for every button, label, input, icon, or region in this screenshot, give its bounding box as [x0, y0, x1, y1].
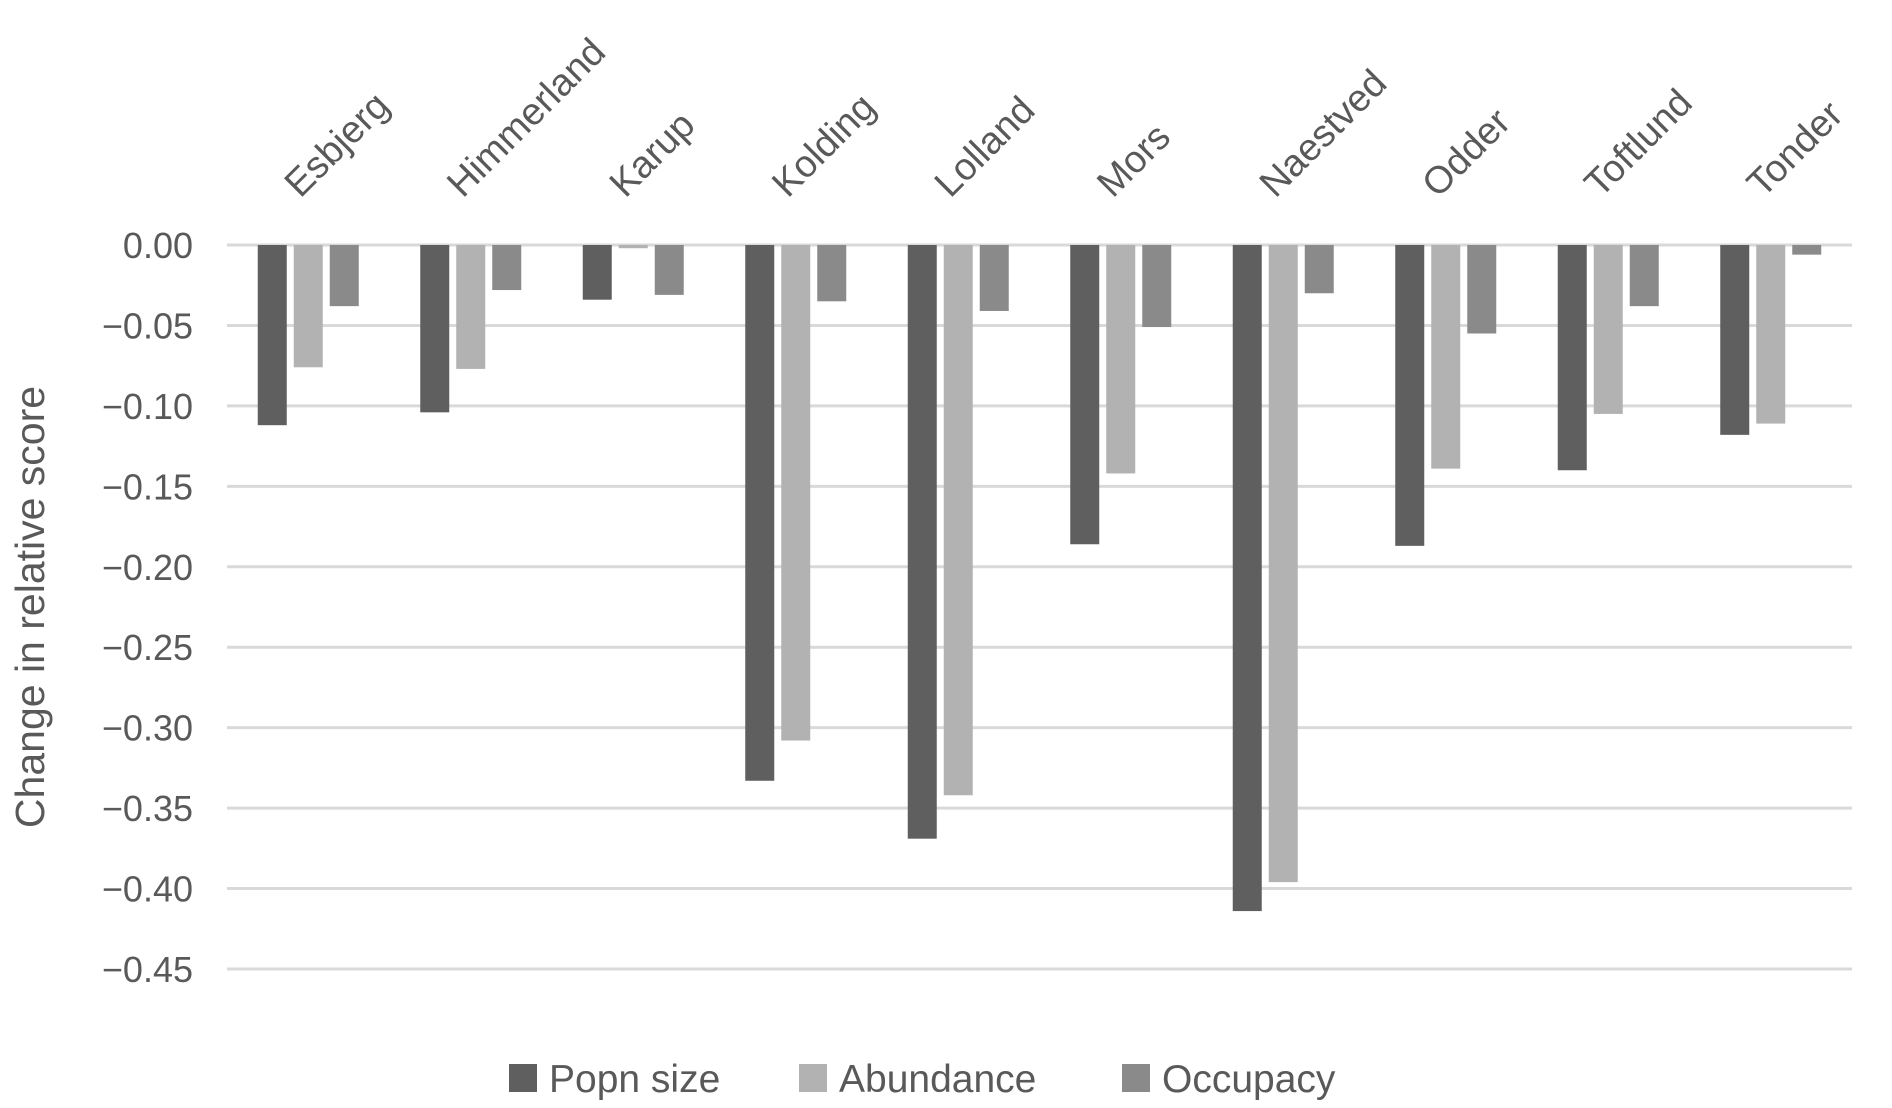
bar-tonder-occupacy: [1792, 245, 1822, 255]
legend-swatch: [509, 1064, 537, 1092]
bar-esbjerg-popn-size: [257, 245, 287, 426]
category-label: Kolding: [764, 86, 883, 205]
bar-naestved-popn-size: [1232, 245, 1262, 912]
bar-toftlund-occupacy: [1629, 245, 1659, 307]
bar-himmerland-occupacy: [492, 245, 522, 291]
bar-himmerland-popn-size: [420, 245, 450, 413]
category-label: Esbjerg: [277, 85, 398, 206]
legend-label: Abundance: [839, 1058, 1036, 1101]
category-label: Tonder: [1739, 93, 1851, 205]
category-label: Lolland: [927, 89, 1043, 205]
y-tick-label: −0.20: [102, 547, 193, 588]
y-tick-label: −0.05: [102, 305, 193, 346]
y-tick-label: −0.10: [102, 386, 193, 427]
bar-esbjerg-occupacy: [329, 245, 359, 307]
bar-esbjerg-abundance: [293, 245, 323, 368]
y-tick-label: −0.35: [102, 788, 193, 829]
legend-label: Occupacy: [1162, 1058, 1336, 1101]
category-label: Odder: [1414, 101, 1519, 206]
legend: Popn size Abundance Occupacy: [509, 1058, 1336, 1101]
bar-mors-abundance: [1106, 245, 1136, 474]
category-label: Mors: [1089, 116, 1178, 205]
bar-lolland-abundance: [943, 245, 973, 796]
bar-kolding-occupacy: [817, 245, 847, 302]
bar-karup-abundance: [618, 245, 648, 249]
category-label: Naestved: [1252, 62, 1395, 205]
y-tick-label: 0.00: [123, 225, 193, 266]
y-tick-label: −0.40: [102, 869, 193, 910]
bar-lolland-occupacy: [979, 245, 1009, 311]
legend-label: Popn size: [549, 1058, 720, 1101]
bar-toftlund-abundance: [1593, 245, 1623, 414]
bar-lolland-popn-size: [907, 245, 937, 839]
bar-naestved-occupacy: [1304, 245, 1334, 294]
y-axis-title: Change in relative score: [7, 386, 53, 828]
bar-karup-occupacy: [654, 245, 684, 295]
bars: [257, 245, 1822, 912]
y-tick-label: −0.25: [102, 627, 193, 668]
bar-himmerland-abundance: [456, 245, 486, 369]
gridlines: [227, 243, 1852, 971]
bar-odder-abundance: [1431, 245, 1461, 469]
category-label: Toftlund: [1577, 82, 1701, 206]
bar-karup-popn-size: [582, 245, 612, 300]
bar-kolding-popn-size: [745, 245, 775, 781]
bar-mors-occupacy: [1142, 245, 1172, 328]
category-label: Karup: [602, 104, 703, 205]
y-tick-label: −0.30: [102, 708, 193, 749]
legend-swatch: [799, 1064, 827, 1092]
bar-mors-popn-size: [1070, 245, 1100, 545]
y-tick-label: −0.15: [102, 466, 193, 507]
y-tick-label: −0.45: [102, 949, 193, 990]
legend-swatch: [1122, 1064, 1150, 1092]
bar-kolding-abundance: [781, 245, 811, 741]
bar-toftlund-popn-size: [1557, 245, 1587, 471]
bar-odder-occupacy: [1467, 245, 1497, 334]
y-axis-ticks: 0.00 −0.05 −0.10 −0.15 −0.20 −0.25 −0.30 −0.35 −…: [102, 225, 193, 990]
category-label: Himmerland: [439, 31, 614, 206]
bar-tonder-abundance: [1756, 245, 1786, 424]
bar-naestved-abundance: [1268, 245, 1298, 883]
bar-odder-popn-size: [1395, 245, 1425, 546]
bar-tonder-popn-size: [1720, 245, 1750, 435]
